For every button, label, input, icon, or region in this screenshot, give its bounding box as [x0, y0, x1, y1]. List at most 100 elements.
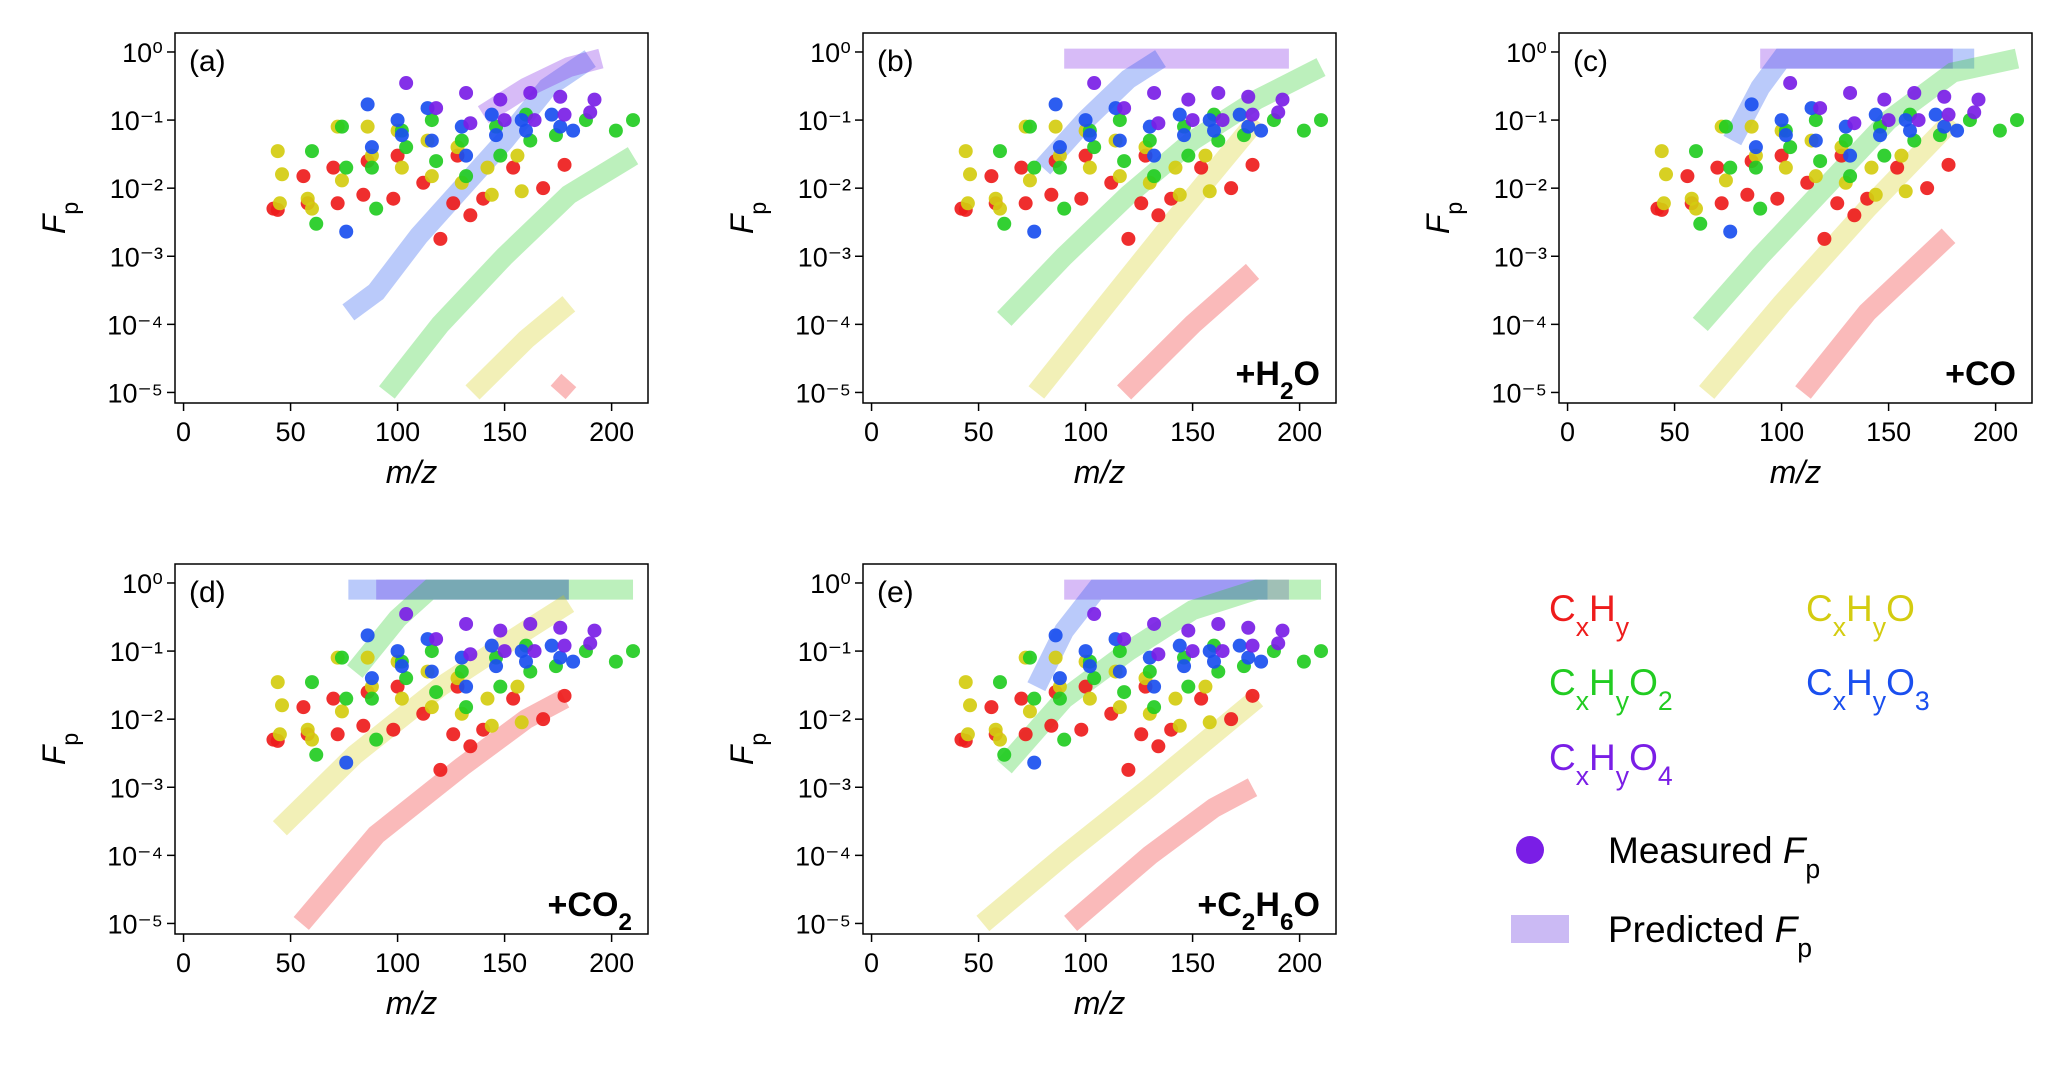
panel-label: (b): [877, 45, 914, 78]
measured-point: [1877, 148, 1892, 163]
y-tick-label: 10⁰: [122, 38, 163, 68]
measured-point: [1744, 97, 1759, 112]
measured-point: [433, 762, 448, 777]
measured-point: [1027, 224, 1042, 239]
measured-point: [1245, 157, 1260, 172]
measured-point: [493, 623, 508, 638]
measured-point: [390, 644, 405, 659]
measured-point: [992, 675, 1007, 690]
measured-point: [1074, 191, 1089, 206]
measured-point: [1838, 133, 1853, 148]
y-axis-label: Fp: [1420, 202, 1467, 234]
x-axis-label: m/z: [1074, 454, 1126, 490]
measured-point: [960, 196, 975, 211]
measured-point: [356, 718, 371, 733]
panel: 0 50 100 150 200 10⁰ 10⁻¹ 10⁻² 10⁻³ 10⁻⁴ 10⁻⁵ m/z Fp…: [724, 32, 1337, 490]
predicted-band: [465, 296, 576, 400]
measured-point: [1057, 201, 1072, 216]
x-tick-label: 200: [1973, 417, 2018, 447]
measured-point: [1134, 196, 1149, 211]
y-tick-label: 10⁰: [1506, 38, 1547, 68]
measured-point: [1151, 116, 1166, 131]
measured-point: [1207, 654, 1222, 669]
y-tick-label: 10⁻⁵: [108, 909, 163, 939]
measured-point: [1147, 148, 1162, 163]
measured-point: [1048, 97, 1063, 112]
measured-point: [1817, 231, 1832, 246]
measured-point: [459, 679, 474, 694]
measured-point: [1185, 113, 1200, 128]
measured-point: [1202, 715, 1217, 730]
plot-frame: [174, 32, 649, 404]
measured-point: [1151, 739, 1166, 754]
measured-point: [1813, 101, 1828, 116]
measured-point: [958, 144, 973, 159]
measured-point: [339, 755, 354, 770]
measured-point: [1052, 691, 1067, 706]
measured-point: [1027, 755, 1042, 770]
measured-point: [1843, 148, 1858, 163]
measured-point: [514, 113, 529, 128]
panel-label: (a): [189, 45, 226, 78]
measured-point: [480, 160, 495, 175]
measured-point: [1078, 679, 1093, 694]
measured-point: [1296, 123, 1311, 138]
measured-point: [1937, 119, 1952, 134]
measured-point: [1142, 133, 1157, 148]
measured-point: [1920, 181, 1935, 196]
y-tick-label: 10⁻⁵: [108, 378, 163, 408]
measured-point: [1830, 196, 1845, 211]
y-tick-label: 10⁰: [810, 569, 851, 599]
measured-point: [1194, 160, 1209, 175]
measured-point: [1241, 620, 1256, 635]
measured-point: [1254, 123, 1269, 138]
legend-label: Predicted Fp: [1608, 909, 1812, 963]
measured-point: [1783, 76, 1798, 91]
measured-point: [1211, 616, 1226, 631]
x-tick-label: 0: [864, 948, 879, 978]
measured-point: [463, 647, 478, 662]
measured-point: [272, 196, 287, 211]
panel-label: (e): [877, 576, 914, 609]
measured-point: [1185, 644, 1200, 659]
measured-point: [1654, 144, 1669, 159]
measured-point: [429, 101, 444, 116]
measured-point: [1778, 128, 1793, 143]
measured-point: [446, 196, 461, 211]
x-tick-label: 50: [964, 417, 994, 447]
x-tick-label: 200: [1277, 417, 1322, 447]
measured-point: [1868, 107, 1883, 122]
measured-point: [566, 123, 581, 138]
plot-area: [1650, 48, 2025, 399]
measured-point: [1723, 160, 1738, 175]
measured-point: [553, 89, 568, 104]
legend-band: [1511, 915, 1569, 943]
legend-entry: CxHyO4: [1549, 737, 1673, 791]
x-tick-label: 150: [482, 417, 527, 447]
measured-point: [275, 167, 290, 182]
measured-point: [1680, 169, 1695, 184]
measured-point: [459, 616, 474, 631]
legend-entry: CxHyO: [1806, 588, 1915, 642]
measured-point: [1022, 704, 1037, 719]
measured-point: [523, 85, 538, 100]
measured-point: [459, 700, 474, 715]
measured-point: [1890, 160, 1905, 175]
measured-point: [1018, 727, 1033, 742]
measured-point: [334, 119, 349, 134]
x-tick-label: 100: [375, 948, 420, 978]
measured-point: [1245, 107, 1260, 122]
measured-point: [1714, 196, 1729, 211]
measured-point: [493, 92, 508, 107]
measured-point: [1078, 113, 1093, 128]
measured-point: [399, 607, 414, 622]
measured-point: [484, 718, 499, 733]
measured-point: [1112, 700, 1127, 715]
x-axis-label: m/z: [386, 985, 438, 1021]
plot-frame: [174, 563, 649, 935]
y-tick-label: 10⁻⁵: [796, 378, 851, 408]
measured-point: [459, 85, 474, 100]
y-tick-label: 10⁻⁵: [1492, 378, 1547, 408]
